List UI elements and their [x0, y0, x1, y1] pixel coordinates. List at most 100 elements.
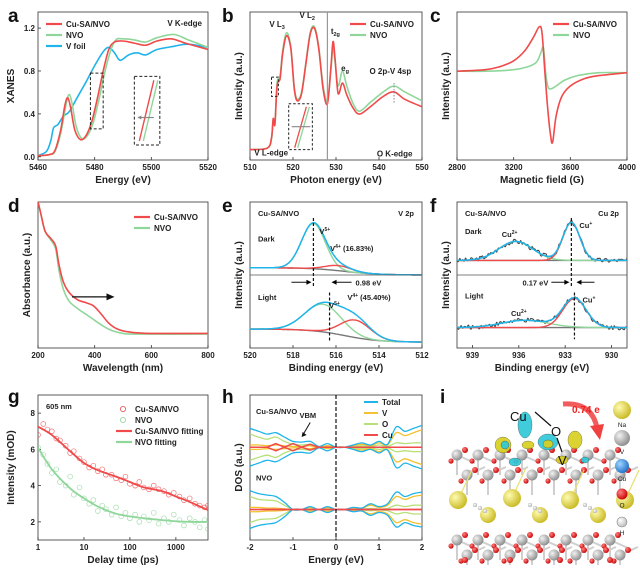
oxygen-atom — [571, 532, 577, 538]
sample-label: Cu-SA/NVO — [465, 209, 506, 218]
oxygen-atom — [545, 478, 551, 484]
data-point-green — [176, 517, 183, 523]
oxygen-atom — [581, 547, 587, 553]
vanadium-atom — [472, 449, 484, 461]
x-tick-label: 3200 — [505, 163, 523, 172]
data-point-green — [150, 510, 157, 516]
oxygen-atom — [593, 447, 599, 453]
arrow-head-icon — [331, 279, 337, 285]
sodium-atom — [503, 489, 521, 507]
series-line-red — [457, 25, 627, 144]
x-axis-title: Delay time (ps) — [87, 555, 158, 565]
atom-label-v: V — [558, 453, 567, 468]
charge-density-isosurface — [555, 455, 569, 465]
oxygen-atom — [469, 458, 475, 464]
sodium-atom — [590, 507, 606, 523]
series-line-red — [38, 37, 208, 157]
x-tick-label: 930 — [605, 351, 619, 360]
x-tick-label: 1000 — [167, 543, 185, 552]
vanadium-atom — [604, 534, 616, 546]
series-group — [38, 33, 208, 157]
x-tick-label: -1 — [289, 543, 297, 552]
wavelength-label: 605 nm — [46, 402, 72, 411]
component-red — [250, 319, 422, 343]
y-axis-title: Absorbance (a.u.) — [22, 233, 33, 317]
oxygen-atom — [535, 458, 541, 464]
y-axis-title: Intensity (mOD) — [6, 430, 17, 504]
label-superscript: 4+ — [335, 244, 341, 250]
series-group — [457, 25, 627, 144]
y-axis-title: Intensity (a.u.) — [441, 52, 452, 120]
legend-label: O — [619, 503, 624, 510]
data-point-green — [90, 497, 97, 503]
cu-o-bond — [534, 411, 552, 427]
legend-atom-o — [616, 488, 628, 500]
vanadium-atom — [482, 469, 494, 481]
panel-c-epr: 2800 3200 3600 4000 Magnetic field (G) Intens… — [441, 11, 636, 186]
legend-atom-cu — [615, 459, 629, 473]
x-tick-label: 520 — [286, 163, 300, 172]
charge-density-isosurface — [542, 439, 554, 449]
system-label: Cu-SA/NVO — [256, 407, 297, 416]
series-group — [457, 219, 627, 331]
peak-label-t2g: t2g — [331, 27, 340, 38]
label-base: Cu — [582, 296, 592, 305]
panel-letter-b: b — [222, 6, 234, 27]
x-tick-label: 939 — [466, 351, 480, 360]
oxygen-atom — [615, 447, 621, 453]
label-base: V — [319, 227, 324, 236]
label-base: V — [347, 293, 352, 302]
label-superscript: + — [589, 221, 592, 227]
vanadium-atom — [472, 534, 484, 546]
x-tick-label: 550 — [415, 163, 429, 172]
y-tick-label: 8 — [31, 409, 36, 418]
background-line — [250, 328, 422, 343]
component-label: V4+ (45.40%) — [347, 293, 391, 302]
background-line — [250, 267, 422, 276]
vanadium-atom — [548, 469, 560, 481]
vanadium-atom — [592, 549, 604, 561]
component-red — [457, 297, 627, 329]
shift-label: 0.17 eV — [523, 278, 549, 287]
edge-label: V 2p — [398, 209, 414, 218]
hydrogen-atom — [582, 502, 588, 508]
oxygen-atom — [501, 478, 507, 484]
legend-label: Cu-SA/NVO — [66, 20, 110, 29]
zoom-box — [271, 76, 279, 97]
oxygen-atom — [472, 467, 478, 473]
peak-label-vl3: V L3 — [269, 20, 285, 31]
oxygen-atom — [601, 458, 607, 464]
legend-label: NVO — [135, 416, 152, 425]
arrow-head-icon — [590, 424, 604, 440]
data-point-red — [40, 421, 46, 427]
hydrogen-atom — [477, 505, 483, 511]
label-rest: (45.40%) — [358, 293, 391, 302]
inset-green-line — [142, 80, 159, 142]
label-subscript: g — [346, 69, 349, 75]
legend-label: V — [382, 409, 388, 418]
x-tick-label: 4000 — [618, 163, 636, 172]
x-tick-label: 400 — [88, 351, 102, 360]
oxygen-atom — [527, 532, 533, 538]
fit-line-red — [38, 425, 208, 511]
label-superscript: + — [592, 296, 595, 302]
x-tick-label: 518 — [286, 351, 300, 360]
raw-data-line — [457, 219, 627, 263]
y-tick-label: 1.2 — [24, 24, 36, 33]
data-point-green — [81, 495, 87, 502]
data-point-red — [122, 473, 129, 480]
vanadium-atom — [538, 534, 550, 546]
sample-label: Cu-SA/NVO — [258, 209, 299, 218]
data-point-green — [76, 484, 83, 491]
oxygen-atom — [607, 557, 613, 563]
vanadium-atom — [538, 449, 550, 461]
peak-label-vl2: V L2 — [299, 11, 315, 22]
shift-label: 0.98 eV — [356, 278, 382, 287]
oxygen-atom — [545, 558, 551, 564]
legend-label: Na — [618, 422, 627, 429]
hydrogen-atom — [527, 502, 533, 508]
y-tick-label: 0.8 — [24, 67, 36, 76]
oxygen-atom — [567, 558, 573, 564]
x-tick-label: 933 — [559, 351, 573, 360]
